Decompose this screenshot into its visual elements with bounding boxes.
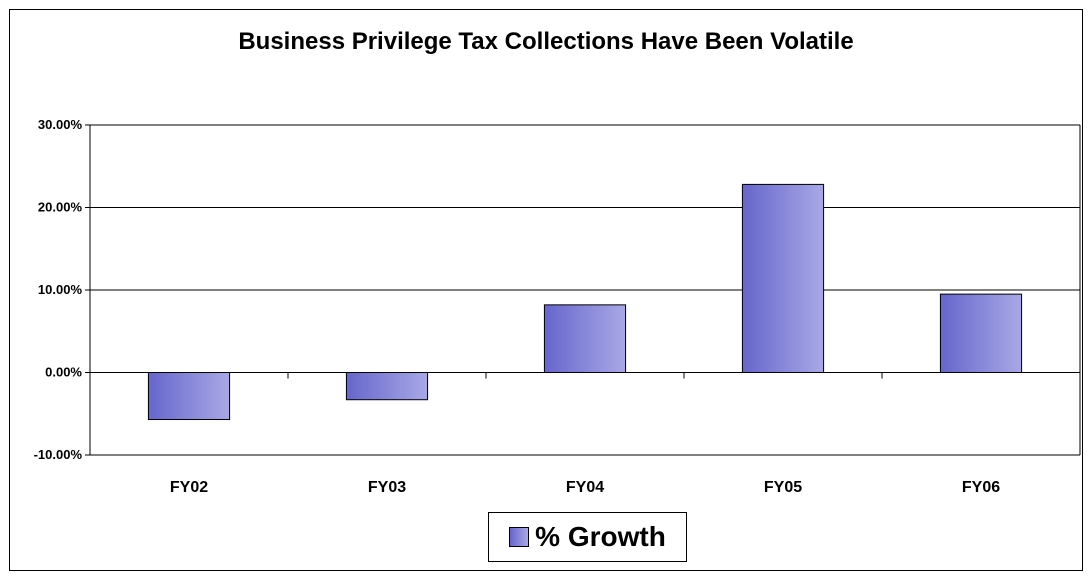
legend-swatch-icon — [509, 527, 530, 547]
x-tick-label: FY05 — [764, 479, 802, 496]
bar-fy03 — [345, 372, 429, 401]
legend: % Growth — [488, 512, 687, 562]
y-tick-label: 20.00% — [38, 200, 83, 215]
chart-title: Business Privilege Tax Collections Have … — [238, 28, 854, 55]
y-tick-label: 30.00% — [38, 117, 83, 132]
y-tick-label: 10.00% — [38, 282, 83, 297]
x-tick-label: FY02 — [170, 479, 208, 496]
legend-label: % Growth — [535, 521, 666, 552]
bar-fy02 — [147, 372, 231, 421]
x-tick-label: FY04 — [566, 479, 604, 496]
x-tick-label: FY06 — [962, 479, 1000, 496]
bar-fy05 — [741, 183, 825, 373]
y-tick-label: 0.00% — [45, 365, 82, 380]
bar-fy04 — [543, 304, 627, 374]
bar-fy06 — [939, 293, 1023, 373]
y-tick-label: -10.00% — [34, 447, 83, 462]
x-tick-label: FY03 — [368, 479, 406, 496]
